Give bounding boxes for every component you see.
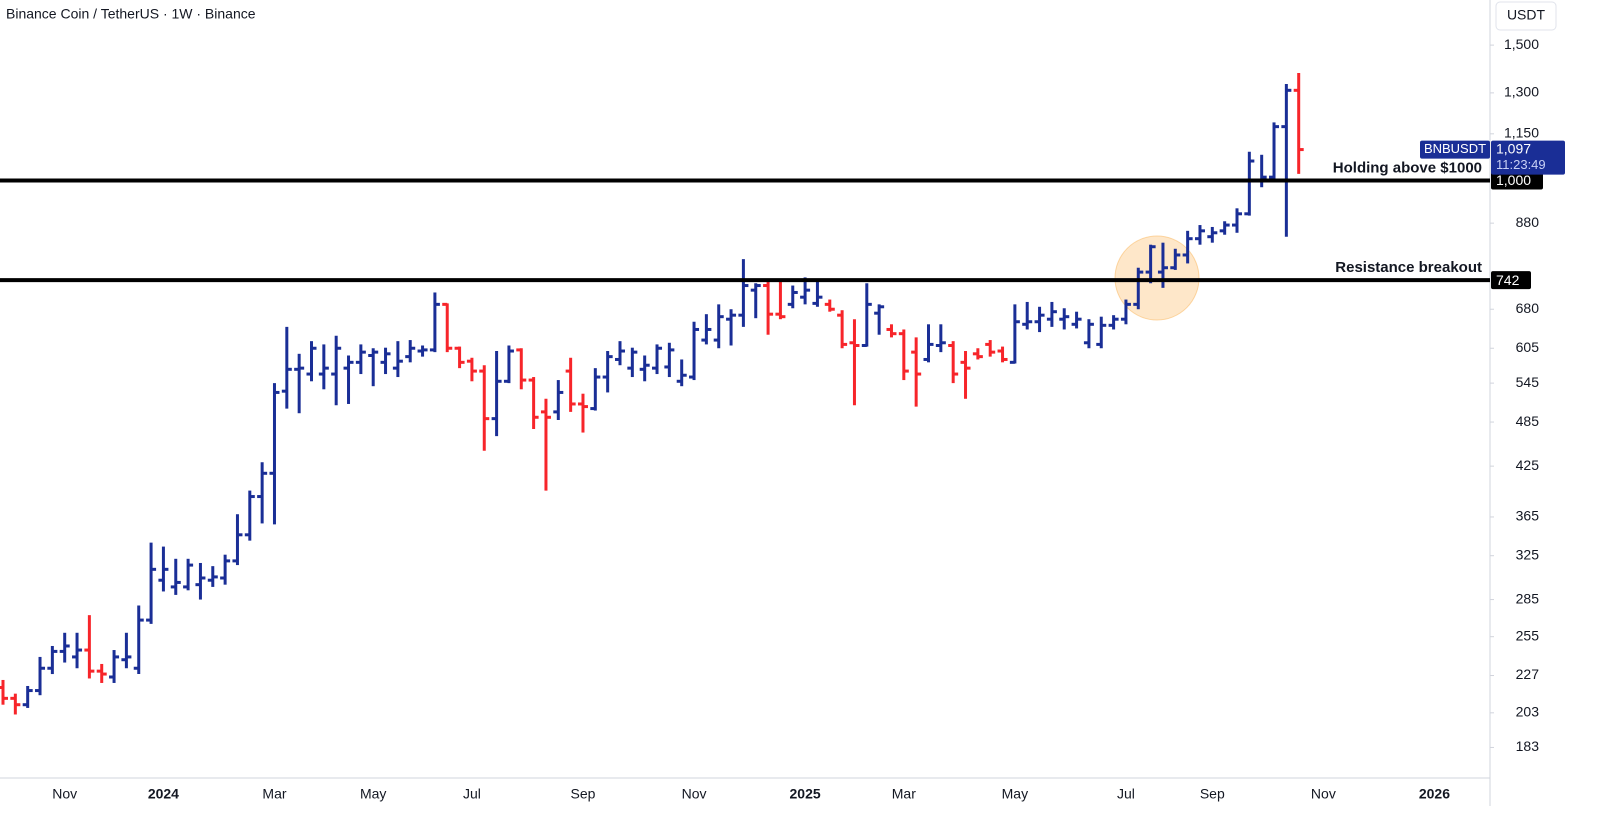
level-label: 742	[1496, 272, 1520, 288]
y-tick-label: 1,500	[1504, 36, 1539, 52]
x-tick-label: Nov	[52, 786, 77, 802]
y-tick-label: 1,300	[1504, 84, 1539, 100]
y-tick-label: 1,150	[1504, 125, 1539, 141]
x-tick-label: 2025	[790, 786, 821, 802]
y-tick-label: 285	[1516, 590, 1540, 606]
level-annotation: Holding above $1000	[1333, 159, 1482, 176]
highlight-circle	[1114, 235, 1200, 321]
x-tick-label: Nov	[1311, 786, 1336, 802]
x-tick-label: 2024	[148, 786, 179, 802]
x-tick-label: Sep	[571, 786, 596, 802]
x-tick-label: 2026	[1419, 786, 1450, 802]
price-label: 1,097	[1496, 140, 1531, 156]
x-tick-label: May	[1002, 786, 1028, 802]
price-box	[1491, 140, 1565, 175]
level-annotation: Resistance breakout	[1335, 259, 1482, 276]
level-label: 1,000	[1496, 172, 1531, 188]
x-tick-label: Jul	[1117, 786, 1135, 802]
y-tick-label: 203	[1516, 704, 1540, 720]
currency-label: USDT	[1507, 7, 1546, 23]
y-tick-label: 365	[1516, 508, 1540, 524]
x-tick-label: Mar	[892, 786, 916, 802]
level-label-box	[1491, 171, 1543, 190]
chart-title: Binance Coin / TetherUS · 1W · Binance	[6, 6, 256, 22]
y-tick-label: 183	[1516, 738, 1540, 754]
y-tick-label: 325	[1516, 546, 1540, 562]
y-tick-label: 485	[1516, 413, 1540, 429]
x-tick-label: May	[360, 786, 386, 802]
level-label-box	[1491, 271, 1531, 290]
price-countdown: 11:23:49	[1496, 157, 1546, 172]
y-tick-label: 227	[1516, 666, 1540, 682]
x-tick-label: Nov	[682, 786, 707, 802]
price-name: BNBUSDT	[1424, 141, 1486, 156]
x-tick-label: Sep	[1200, 786, 1225, 802]
y-tick-label: 425	[1516, 457, 1540, 473]
y-tick-label: 255	[1516, 627, 1540, 643]
x-tick-label: Jul	[463, 786, 481, 802]
y-tick-label: 545	[1516, 374, 1540, 390]
currency-box	[1495, 1, 1557, 31]
y-tick-label: 880	[1516, 214, 1540, 230]
x-tick-label: Mar	[262, 786, 286, 802]
y-tick-label: 680	[1516, 300, 1540, 316]
price-name-box	[1420, 140, 1490, 159]
y-tick-label: 605	[1516, 339, 1540, 355]
